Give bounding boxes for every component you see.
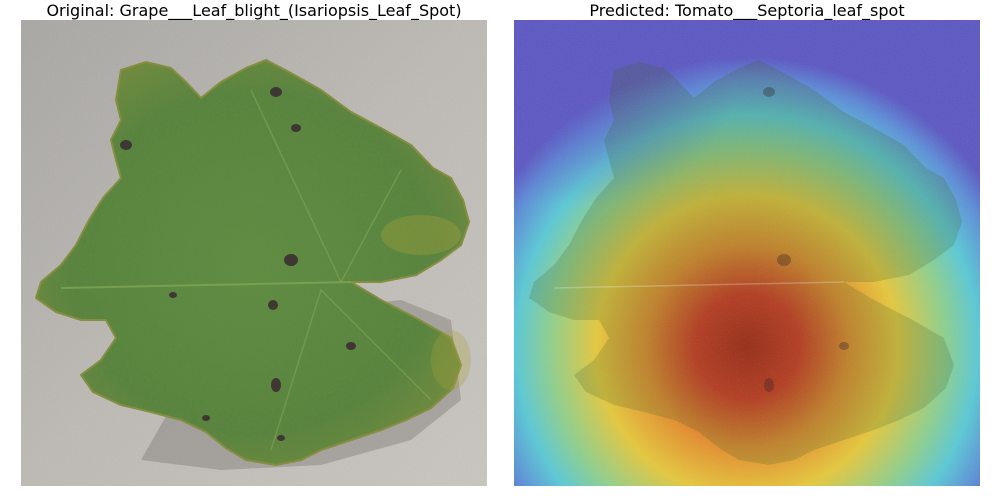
predicted-title: Predicted: Tomato___Septoria_leaf_spot bbox=[589, 1, 905, 20]
original-panel: Original: Grape___Leaf_blight_(Isariopsi… bbox=[21, 1, 487, 486]
predicted-panel: Predicted: Tomato___Septoria_leaf_spot bbox=[514, 1, 980, 486]
original-image bbox=[21, 20, 487, 486]
leaf-spots bbox=[120, 87, 356, 441]
original-title: Original: Grape___Leaf_blight_(Isariopsi… bbox=[46, 1, 462, 20]
heatmap-image bbox=[514, 20, 980, 486]
leaf-shape bbox=[34, 58, 471, 467]
